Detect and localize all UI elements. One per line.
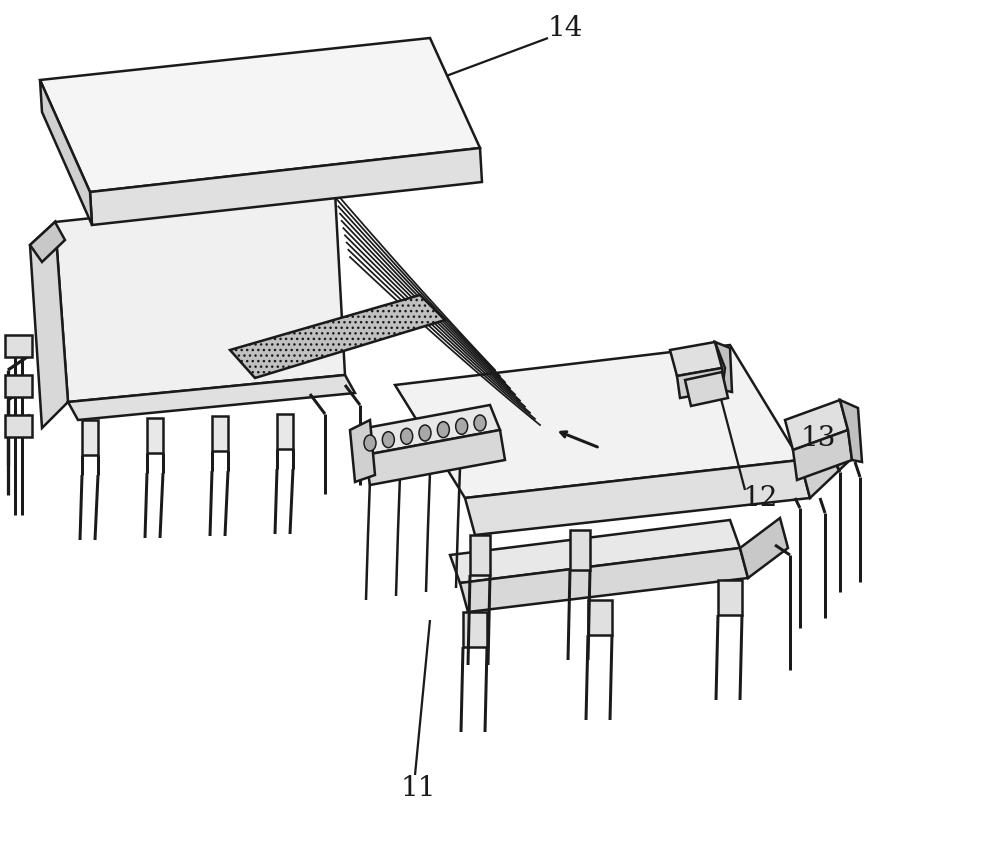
- Polygon shape: [55, 192, 345, 402]
- Polygon shape: [570, 530, 590, 570]
- Polygon shape: [82, 420, 98, 455]
- Polygon shape: [588, 600, 612, 635]
- Ellipse shape: [419, 425, 431, 441]
- Text: 11: 11: [401, 775, 436, 802]
- Polygon shape: [365, 430, 505, 485]
- Text: 12: 12: [743, 485, 777, 512]
- Ellipse shape: [401, 428, 412, 444]
- Ellipse shape: [364, 435, 376, 451]
- Polygon shape: [677, 368, 725, 398]
- Polygon shape: [30, 222, 68, 428]
- Polygon shape: [793, 430, 852, 480]
- Polygon shape: [277, 414, 293, 449]
- Polygon shape: [840, 400, 862, 462]
- Polygon shape: [685, 372, 728, 406]
- Polygon shape: [740, 518, 788, 578]
- Polygon shape: [670, 342, 722, 376]
- Ellipse shape: [383, 432, 395, 448]
- Polygon shape: [350, 420, 375, 482]
- Text: 14: 14: [547, 14, 583, 41]
- Polygon shape: [90, 148, 482, 225]
- Polygon shape: [470, 535, 490, 575]
- Polygon shape: [230, 295, 445, 378]
- Polygon shape: [460, 548, 748, 612]
- Polygon shape: [450, 520, 740, 583]
- Polygon shape: [463, 612, 487, 647]
- Polygon shape: [30, 222, 65, 262]
- Polygon shape: [40, 80, 92, 225]
- Polygon shape: [40, 38, 480, 192]
- Polygon shape: [715, 342, 732, 392]
- Polygon shape: [5, 335, 32, 357]
- Polygon shape: [68, 375, 355, 420]
- Ellipse shape: [456, 418, 468, 434]
- Polygon shape: [395, 345, 800, 498]
- Text: 13: 13: [800, 425, 836, 452]
- Polygon shape: [800, 422, 850, 498]
- Polygon shape: [5, 415, 32, 437]
- Polygon shape: [147, 418, 163, 453]
- Polygon shape: [785, 400, 848, 450]
- Polygon shape: [718, 580, 742, 615]
- Polygon shape: [355, 405, 500, 455]
- Polygon shape: [465, 460, 810, 535]
- Ellipse shape: [474, 415, 486, 431]
- Ellipse shape: [437, 422, 449, 438]
- Polygon shape: [212, 416, 228, 451]
- Polygon shape: [5, 375, 32, 397]
